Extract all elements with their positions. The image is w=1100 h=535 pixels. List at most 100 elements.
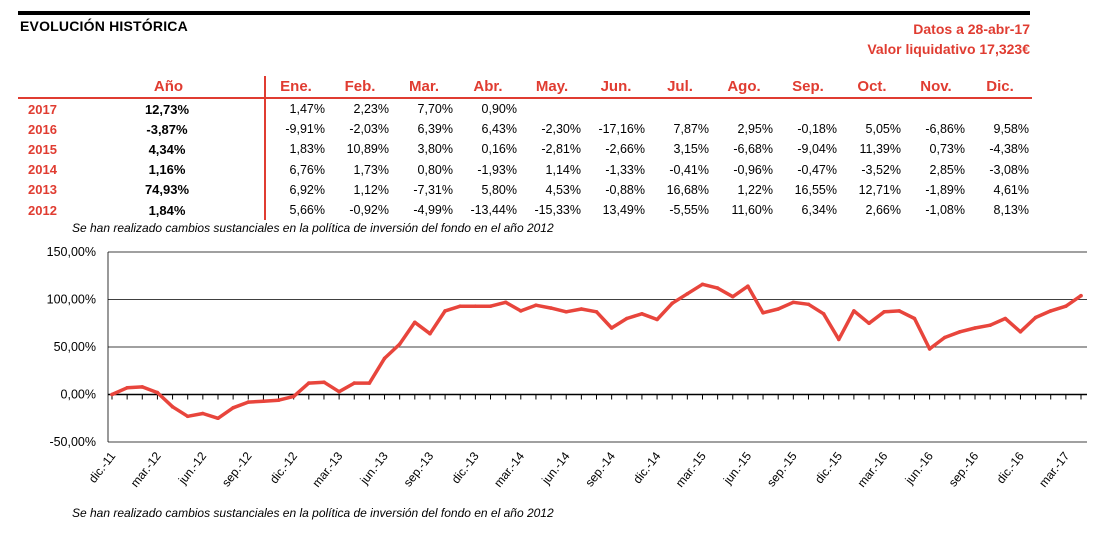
data-point <box>761 311 765 315</box>
data-point <box>564 310 569 314</box>
monthly-return: 2,66% <box>865 203 901 218</box>
monthly-return: 10,89% <box>346 142 389 157</box>
data-point <box>912 316 917 321</box>
table-row: 2016 -3,87% -9,91% -2,03% 6,39% 6,43% -2,30% -1… <box>18 119 1032 139</box>
monthly-return: -0,47% <box>797 162 837 177</box>
data-point <box>897 309 902 313</box>
monthly-return: -3,08% <box>989 162 1029 177</box>
monthly-return <box>712 98 776 119</box>
x-tick-label: dic.-15 <box>812 449 845 486</box>
monthly-return <box>520 98 584 119</box>
data-point <box>322 380 326 384</box>
data-point <box>609 326 614 330</box>
column-header: Dic. <box>968 76 1032 99</box>
data-point <box>973 326 977 330</box>
data-point <box>821 311 826 316</box>
data-point <box>216 416 220 421</box>
data-point <box>1003 316 1008 321</box>
column-header: Jul. <box>648 76 712 99</box>
data-date: Datos a 28-abr-17 <box>913 21 1030 37</box>
annual-return: 1,84% <box>148 202 186 218</box>
x-tick-label: dic.-11 <box>86 449 119 486</box>
header-year-spacer <box>18 76 73 99</box>
column-header: Mar. <box>392 76 456 99</box>
monthly-return <box>584 98 648 119</box>
table-row: 2017 12,73% 1,47% 2,23% 7,70% 0,90% <box>18 98 1032 119</box>
x-tick-label: mar.-17 <box>1036 449 1072 490</box>
data-point <box>503 300 508 305</box>
data-point <box>140 385 145 389</box>
y-tick-label: 50,00% <box>54 340 96 354</box>
monthly-return: -3,52% <box>861 162 901 177</box>
data-point <box>170 405 175 409</box>
net-asset-value: Valor liquidativo 17,323€ <box>867 41 1030 57</box>
monthly-return: 11,39% <box>859 142 901 157</box>
table-row: 2012 1,84% 5,66% -0,92% -4,99% -13,44% -15,33%… <box>18 200 1032 220</box>
performance-chart: -50,00% 0,00% 50,00% 100,00% 150,00% dic.-11 m… <box>47 245 1087 490</box>
monthly-return: 0,80% <box>417 162 453 177</box>
x-tick-label: mar.-13 <box>309 449 345 490</box>
monthly-return: 7,87% <box>673 122 709 137</box>
data-point <box>594 310 599 314</box>
data-point <box>307 381 311 385</box>
monthly-return: 6,92% <box>289 182 325 197</box>
data-point <box>352 381 357 385</box>
monthly-return: 5,80% <box>481 182 517 197</box>
monthly-return: 12,71% <box>858 182 901 197</box>
row-year: 2016 <box>28 121 57 137</box>
data-point <box>806 302 811 307</box>
x-tick-label: sep.-14 <box>582 449 618 489</box>
x-tick-label: mar.-15 <box>673 449 709 490</box>
row-year: 2014 <box>28 162 57 178</box>
data-point <box>185 414 190 419</box>
data-point <box>201 411 205 416</box>
column-header: Ene. <box>264 76 328 99</box>
data-point <box>1064 304 1068 308</box>
data-point <box>413 320 417 325</box>
monthly-return: -13,44% <box>470 203 517 218</box>
monthly-return: -1,89% <box>925 182 965 197</box>
monthly-return: 5,05% <box>865 122 901 137</box>
monthly-return: -2,03% <box>349 122 389 137</box>
data-point <box>776 307 780 311</box>
monthly-return: 5,66% <box>289 203 325 218</box>
monthly-return: 1,47% <box>289 102 325 117</box>
monthly-return: 0,73% <box>929 142 965 157</box>
x-tick-label: mar.-16 <box>854 449 890 490</box>
monthly-return: 2,23% <box>353 102 389 117</box>
data-point <box>518 309 523 313</box>
monthly-return: 13,49% <box>602 203 645 218</box>
data-point <box>1033 315 1038 320</box>
column-header: Jun. <box>584 76 648 99</box>
monthly-return: 1,12% <box>353 182 389 197</box>
monthly-return: -5,55% <box>669 203 709 218</box>
page-title: EVOLUCIÓN HISTÓRICA <box>20 18 188 34</box>
monthly-return: -1,33% <box>605 162 645 177</box>
monthly-return: 1,22% <box>737 182 773 197</box>
data-point <box>231 406 235 410</box>
data-point <box>579 307 584 311</box>
x-tick-label: mar.-12 <box>128 449 164 490</box>
monthly-return: -0,92% <box>349 203 389 218</box>
data-point <box>534 303 538 307</box>
monthly-return: -1,08% <box>925 203 965 218</box>
x-tick-label: sep.-13 <box>401 449 437 489</box>
monthly-return: 6,39% <box>417 122 453 137</box>
row-year: 2013 <box>28 182 57 198</box>
monthly-return: 6,43% <box>481 122 517 137</box>
data-point <box>655 317 659 322</box>
monthly-return: 16,68% <box>666 182 709 197</box>
y-tick-label: 0,00% <box>61 388 96 402</box>
monthly-return: 4,61% <box>993 182 1029 197</box>
x-tick-label: sep.-15 <box>764 449 800 489</box>
monthly-return: -0,88% <box>605 182 645 197</box>
monthly-return: -2,66% <box>605 142 645 157</box>
data-point <box>730 294 735 299</box>
table-row: 2015 4,34% 1,83% 10,89% 3,80% 0,16% -2,81% -2,6… <box>18 139 1032 159</box>
monthly-return: 1,83% <box>289 142 325 157</box>
data-point <box>443 309 447 313</box>
data-point <box>125 386 129 390</box>
monthly-return: -6,68% <box>733 142 773 157</box>
monthly-return: 11,60% <box>731 203 773 218</box>
x-tick-label: jun.-16 <box>902 449 936 488</box>
